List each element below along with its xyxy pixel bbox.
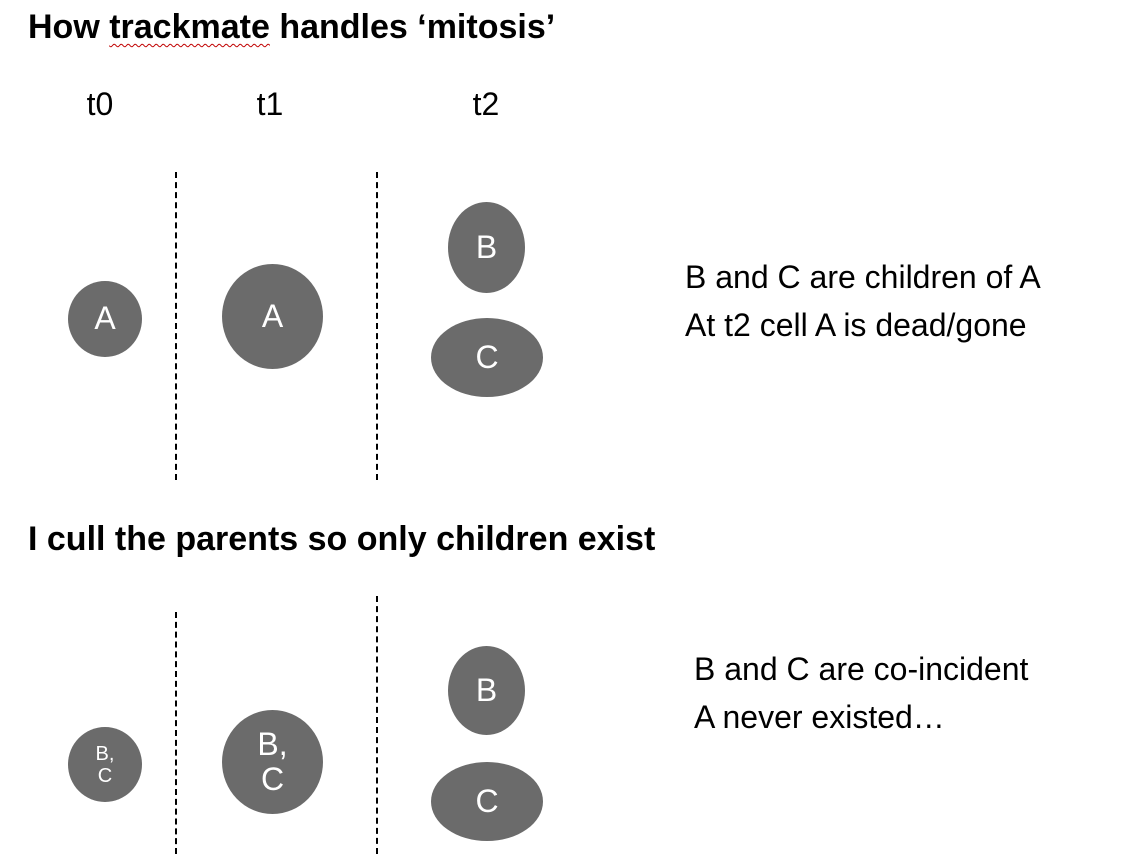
cell-bc-t1: B, C <box>222 710 323 814</box>
note-line: B and C are co-incident <box>694 651 1029 687</box>
cell-label-line1: B, <box>95 742 115 765</box>
spellcheck-flagged-word: trackmate <box>109 8 270 46</box>
time-label-t0: t0 <box>86 86 114 122</box>
cell-c-t2: C <box>431 318 543 397</box>
cell-label: B <box>475 671 498 708</box>
timepoint-divider-t1-t2 <box>376 172 378 480</box>
timepoint-divider-t0-t1 <box>175 612 177 854</box>
timepoint-divider-t1-t2 <box>376 596 378 854</box>
cell-label: A <box>94 300 116 337</box>
cell-b-t2: B <box>448 202 525 293</box>
section1-title-end: handles ‘mitosis’ <box>269 8 556 46</box>
section1-title-start: How <box>28 8 110 46</box>
timepoint-divider-t0-t1 <box>175 172 177 480</box>
note-line: At t2 cell A is dead/gone <box>685 307 1027 343</box>
cell-label-line2: C <box>260 761 285 797</box>
cell-label-line1: B, <box>257 725 288 762</box>
cell-a-t1: A <box>222 264 323 369</box>
note-line: B and C are children of A <box>685 259 1041 295</box>
cell-label-line2: C <box>97 764 113 787</box>
section1-title: How trackmate handles ‘mitosis’ <box>28 8 555 47</box>
time-label-t1: t1 <box>256 86 284 122</box>
section2-title: I cull the parents so only children exis… <box>28 520 656 558</box>
cell-c-t2: C <box>431 762 543 841</box>
note-line: A never existed… <box>694 699 945 735</box>
cell-label: C <box>475 782 499 819</box>
cell-b-t2: B <box>448 646 525 735</box>
cell-label: B <box>475 228 498 265</box>
cell-label: C <box>475 338 499 375</box>
cell-label: A <box>261 297 284 334</box>
cell-a-t0: A <box>68 281 142 357</box>
time-label-t2: t2 <box>472 86 500 122</box>
cell-bc-t0: B, C <box>68 727 142 802</box>
section1-note: B and C are children of A At t2 cell A i… <box>685 253 1041 349</box>
section2-note: B and C are co-incident A never existed… <box>694 645 1028 741</box>
